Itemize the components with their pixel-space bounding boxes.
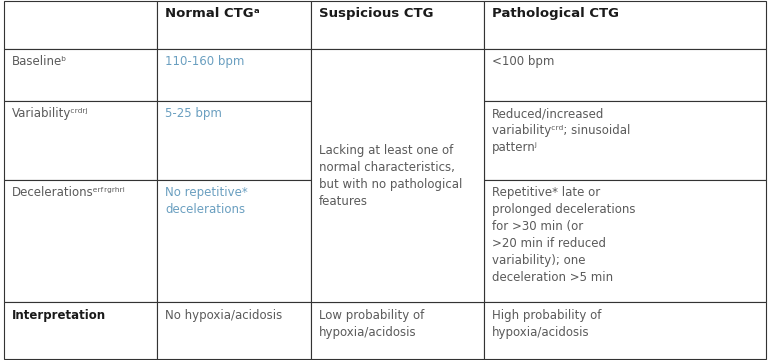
Text: 110-160 bpm: 110-160 bpm [165,55,244,68]
Text: Pathological CTG: Pathological CTG [492,7,618,20]
Text: Interpretation: Interpretation [12,309,106,322]
Bar [157,49,311,101]
Text: Variabilityᶜʳᵈʳʲ: Variabilityᶜʳᵈʳʲ [12,107,88,120]
Bar [484,180,766,302]
Text: Repetitive* late or
prolonged decelerations
for >30 min (or
>20 min if reduced
v: Repetitive* late or prolonged decelerati… [492,186,635,284]
Text: Decelerationsᵉʳᶠʳᵍʳʰʳⁱ: Decelerationsᵉʳᶠʳᵍʳʰʳⁱ [12,186,125,199]
Bar [4,49,157,101]
Bar [484,302,766,359]
Bar [4,180,157,302]
Text: No hypoxia/acidosis: No hypoxia/acidosis [165,309,283,322]
Bar [157,180,311,302]
Text: Lacking at least one of
normal characteristics,
but with no pathological
feature: Lacking at least one of normal character… [319,144,462,207]
Bar [484,1,766,49]
Bar [484,101,766,180]
Text: <100 bpm: <100 bpm [492,55,554,68]
Bar [157,1,311,49]
Text: High probability of
hypoxia/acidosis: High probability of hypoxia/acidosis [492,309,601,339]
Text: No repetitive*
decelerations: No repetitive* decelerations [165,186,248,216]
Bar [157,101,311,180]
Bar [311,49,484,302]
Text: Baselineᵇ: Baselineᵇ [12,55,67,68]
Bar [311,302,484,359]
Text: Low probability of
hypoxia/acidosis: Low probability of hypoxia/acidosis [319,309,424,339]
Bar [4,1,157,49]
Bar [4,302,157,359]
Bar [484,49,766,101]
Bar [311,1,484,49]
Text: Reduced/increased
variabilityᶜʳᵈ; sinusoidal
patternʲ: Reduced/increased variabilityᶜʳᵈ; sinuso… [492,107,630,154]
Bar [4,101,157,180]
Text: Suspicious CTG: Suspicious CTG [319,7,433,20]
Text: 5-25 bpm: 5-25 bpm [165,107,222,120]
Text: Normal CTGᵃ: Normal CTGᵃ [165,7,260,20]
Bar [157,302,311,359]
